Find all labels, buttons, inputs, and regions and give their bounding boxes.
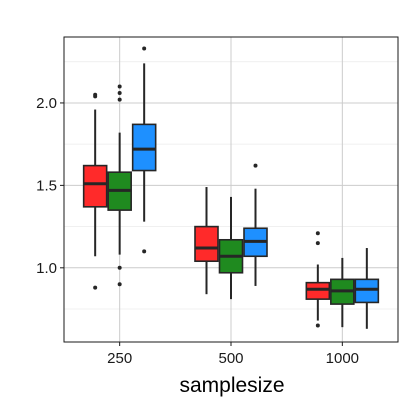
outlier-point — [142, 249, 147, 254]
box-500-series-2 — [218, 196, 244, 300]
box-500-series-3 — [243, 163, 268, 286]
outlier-point — [315, 231, 320, 236]
outlier-point — [117, 265, 122, 270]
box-iqr — [82, 164, 108, 208]
outlier-point — [117, 282, 122, 287]
box-iqr — [305, 281, 331, 300]
box-1000-series-2 — [330, 257, 355, 328]
x-tick-label: 1000 — [326, 350, 359, 367]
box-iqr — [131, 123, 157, 172]
y-axis: 1.0 1.5 2.0 — [36, 95, 64, 277]
box-250-series-1 — [82, 92, 108, 290]
box-1000-series-3 — [354, 248, 380, 329]
box-groups — [82, 46, 380, 329]
x-tick-label: 500 — [218, 350, 243, 367]
outlier-point — [142, 46, 147, 51]
x-axis: 250 500 1000 — [107, 342, 359, 367]
outlier-point — [93, 92, 98, 97]
y-tick-label: 2.0 — [36, 95, 57, 112]
y-tick-label: 1.0 — [36, 260, 57, 277]
box-1000-series-1 — [305, 231, 331, 328]
box-250-series-2 — [107, 84, 132, 287]
box-500-series-1 — [194, 187, 219, 295]
outlier-point — [117, 84, 122, 89]
outlier-point — [117, 91, 122, 96]
box-250-series-3 — [131, 46, 157, 254]
x-tick-label: 250 — [107, 350, 132, 367]
outlier-point — [117, 97, 122, 102]
x-axis-title: samplesize — [179, 374, 284, 397]
outlier-point — [253, 163, 258, 168]
box-iqr — [194, 225, 219, 263]
box-iqr — [354, 278, 380, 304]
outlier-point — [315, 241, 320, 246]
y-tick-label: 1.5 — [36, 177, 57, 194]
outlier-point — [315, 323, 320, 328]
outlier-point — [93, 285, 98, 290]
